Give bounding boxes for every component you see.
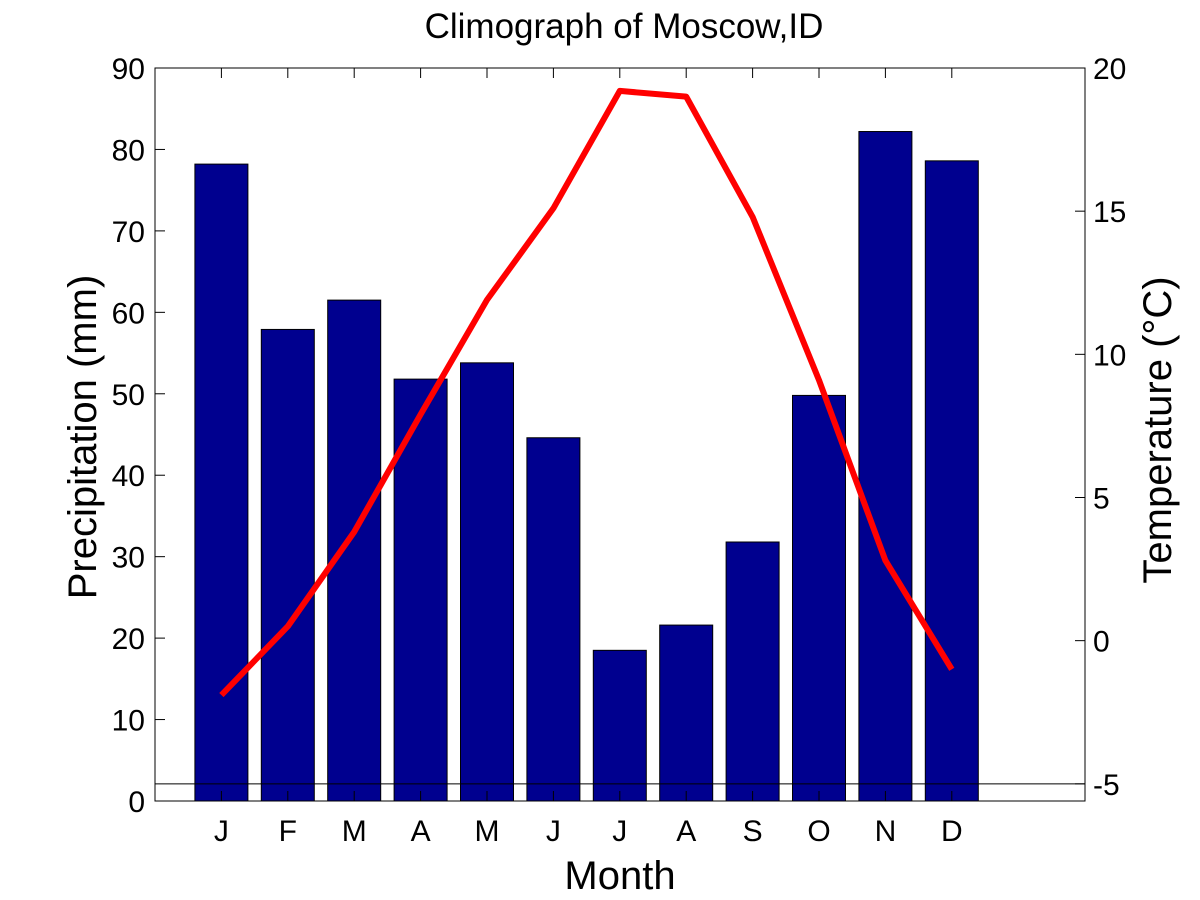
y-right-tick-label: 5 [1093,482,1110,515]
precipitation-bar [924,160,979,802]
precipitation-bar [659,624,714,802]
y-left-tick-label: 60 [112,297,145,330]
y-right-tick-label: 0 [1093,626,1110,659]
y-left-tick-label: 0 [128,786,145,819]
y-right-tick-label: 10 [1093,339,1126,372]
x-tick-label: F [279,815,297,848]
plot-layer: 0 10 20 30 40 50 60 70 80 90 -5 0 5 10 15 20 J F M A M J J A S O N… [112,53,1127,848]
y-axis-label-precipitation: Precipitation (mm) [61,275,105,600]
x-tick-label: M [475,815,500,848]
precipitation-bar [327,299,382,802]
x-tick-label: N [875,815,897,848]
x-tick-label: D [941,815,963,848]
chart-title: Climograph of Moscow,ID [425,7,824,46]
y-right-tick-label: -5 [1093,769,1120,802]
y-left-tick-label: 70 [112,216,145,249]
x-tick-label: J [612,815,627,848]
precipitation-bar [460,362,514,802]
x-tick-label: J [214,815,229,848]
x-tick-label: S [743,815,763,848]
precipitation-bar [526,437,581,802]
y-left-tick-label: 40 [112,460,145,493]
x-tick-label: A [676,815,696,848]
x-tick-label: O [807,815,830,848]
y-left-tick-label: 10 [112,705,145,738]
precipitation-bar [792,394,846,802]
y-left-tick-label: 50 [112,379,145,412]
x-axis-label: Month [564,854,675,898]
precipitation-bar [194,163,249,802]
x-tick-label: A [411,815,431,848]
y-axis-label-temperature: Temperature (°C) [1136,276,1180,583]
precipitation-bar [858,131,913,802]
y-left-tick-label: 20 [112,623,145,656]
y-left-tick-label: 30 [112,542,145,575]
y-left-tick-label: 80 [112,134,145,167]
x-tick-label: M [342,815,367,848]
precipitation-bar [260,328,315,802]
y-left-tick-label: 90 [112,53,145,86]
precipitation-bar [725,541,780,802]
y-right-tick-label: 20 [1093,53,1126,86]
y-right-tick-label: 15 [1093,196,1126,229]
precipitation-bar [592,649,647,802]
x-tick-label: J [546,815,561,848]
temperature-line [219,87,955,698]
